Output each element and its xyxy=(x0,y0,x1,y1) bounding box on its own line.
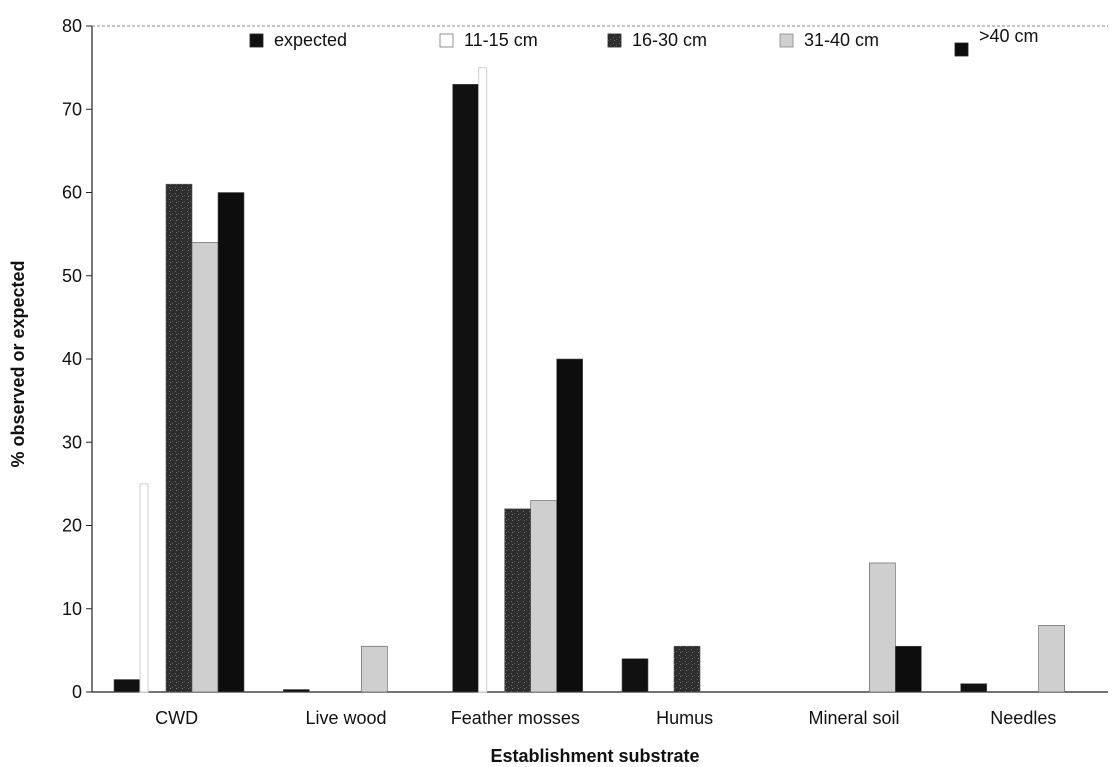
x-axis-title: Establishment substrate xyxy=(490,746,699,766)
y-tick-label: 60 xyxy=(62,183,82,203)
legend: expected 11-15 cm 16-30 cm 31-40 cm >40 cm xyxy=(249,26,1039,57)
legend-swatch xyxy=(439,33,454,48)
x-category-label: Feather mosses xyxy=(451,708,580,728)
y-tick-label: 0 xyxy=(72,682,82,702)
legend-label: >40 cm xyxy=(979,26,1039,46)
bar xyxy=(191,242,219,693)
bar xyxy=(504,508,531,693)
legend-swatch xyxy=(249,33,264,48)
x-category-label: Live wood xyxy=(305,708,386,728)
legend-swatch xyxy=(779,33,794,48)
legend-label: 31-40 cm xyxy=(804,30,879,50)
bar xyxy=(895,645,922,693)
y-tick-label: 40 xyxy=(62,349,82,369)
y-tick-label: 20 xyxy=(62,516,82,536)
y-tick-label: 30 xyxy=(62,432,82,452)
y-axis-ticks: 0 10 20 30 40 50 60 70 80 xyxy=(62,16,92,702)
bar xyxy=(361,645,388,693)
legend-label: expected xyxy=(274,30,347,50)
bar xyxy=(673,645,701,693)
x-category-label: Mineral soil xyxy=(808,708,899,728)
bar xyxy=(283,689,310,693)
y-tick-label: 70 xyxy=(62,99,82,119)
bar xyxy=(452,83,479,693)
bar xyxy=(530,500,557,693)
legend-label: 11-15 cm xyxy=(464,30,538,50)
bar xyxy=(165,183,193,693)
plot-area xyxy=(91,25,1108,693)
y-tick-label: 50 xyxy=(62,266,82,286)
y-tick-label: 80 xyxy=(62,16,82,36)
bar xyxy=(1038,625,1065,693)
bar xyxy=(621,658,649,693)
bar xyxy=(960,683,987,693)
x-axis-categories: CWD Live wood Feather mosses Humus Mineral s… xyxy=(155,708,1056,728)
legend-label: 16-30 cm xyxy=(632,30,707,50)
legend-swatch xyxy=(954,42,969,57)
y-tick-label: 10 xyxy=(62,599,82,619)
bar xyxy=(139,483,149,693)
bar xyxy=(869,562,896,693)
bar xyxy=(556,358,583,693)
legend-swatch xyxy=(607,33,622,48)
bars-group xyxy=(113,67,1065,693)
y-axis-title: % observed or expected xyxy=(8,260,28,467)
bar xyxy=(478,67,488,693)
bar xyxy=(113,679,141,693)
x-category-label: Humus xyxy=(656,708,713,728)
x-category-label: CWD xyxy=(155,708,198,728)
x-category-label: Needles xyxy=(990,708,1056,728)
bar xyxy=(217,192,245,693)
